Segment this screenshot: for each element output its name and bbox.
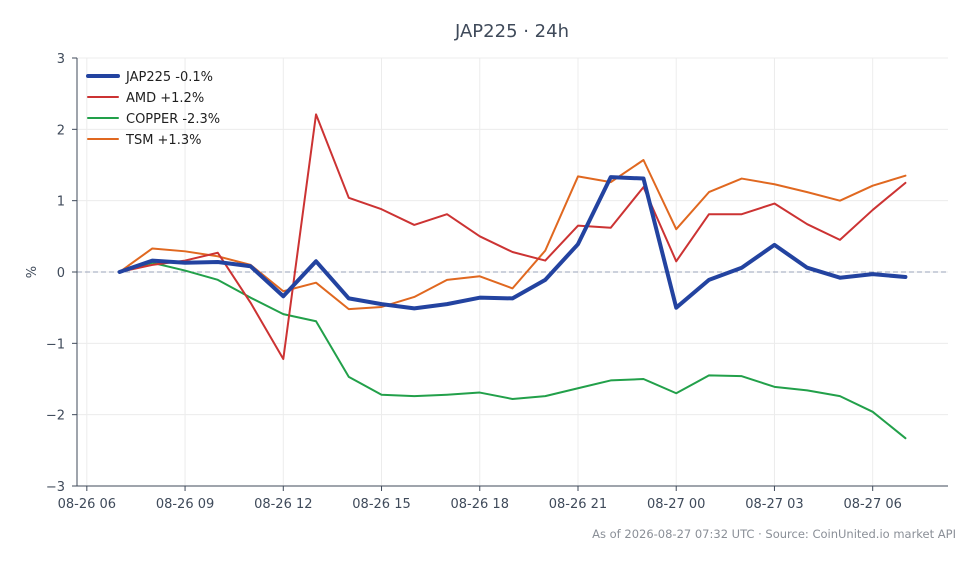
y-tick-label: 1 xyxy=(57,195,65,210)
y-tick-label: 3 xyxy=(57,52,65,67)
x-tick-label: 08-27 03 xyxy=(745,497,803,512)
legend-label: JAP225 -0.1% xyxy=(125,70,213,85)
series-layer xyxy=(117,113,908,440)
series-line-1 xyxy=(118,113,907,361)
y-tick-label: 0 xyxy=(57,266,65,281)
series-line-3 xyxy=(118,159,907,311)
x-tick-label: 08-26 06 xyxy=(58,497,116,512)
ticks: 08-26 06 08-26 09 08-26 12 08-26 15 08-26 18… xyxy=(46,52,902,512)
x-tick-label: 08-26 15 xyxy=(352,497,410,512)
x-tick-label: 08-26 09 xyxy=(156,497,214,512)
x-tick-label: 08-27 00 xyxy=(647,497,705,512)
y-tick-label: −2 xyxy=(46,409,65,424)
chart-title: JAP225 · 24h xyxy=(454,21,569,42)
legend-label: AMD +1.2% xyxy=(126,91,204,106)
series-line-2 xyxy=(118,261,907,440)
series-line-0 xyxy=(117,175,908,311)
x-tick-label: 08-26 21 xyxy=(549,497,607,512)
legend-label: COPPER -2.3% xyxy=(126,112,220,127)
x-tick-label: 08-26 12 xyxy=(254,497,312,512)
y-tick-label: −3 xyxy=(46,480,65,495)
y-axis-label: % xyxy=(25,266,40,278)
footer-source-note: As of 2026-08-27 07:32 UTC · Source: Coi… xyxy=(592,527,956,541)
legend-label: TSM +1.3% xyxy=(125,133,201,148)
legend: JAP225 -0.1% AMD +1.2% COPPER -2.3% TSM +1.… xyxy=(86,70,220,148)
y-tick-label: 2 xyxy=(57,123,65,138)
x-tick-label: 08-27 06 xyxy=(843,497,901,512)
y-tick-label: −1 xyxy=(46,337,65,352)
x-tick-label: 08-26 18 xyxy=(451,497,509,512)
